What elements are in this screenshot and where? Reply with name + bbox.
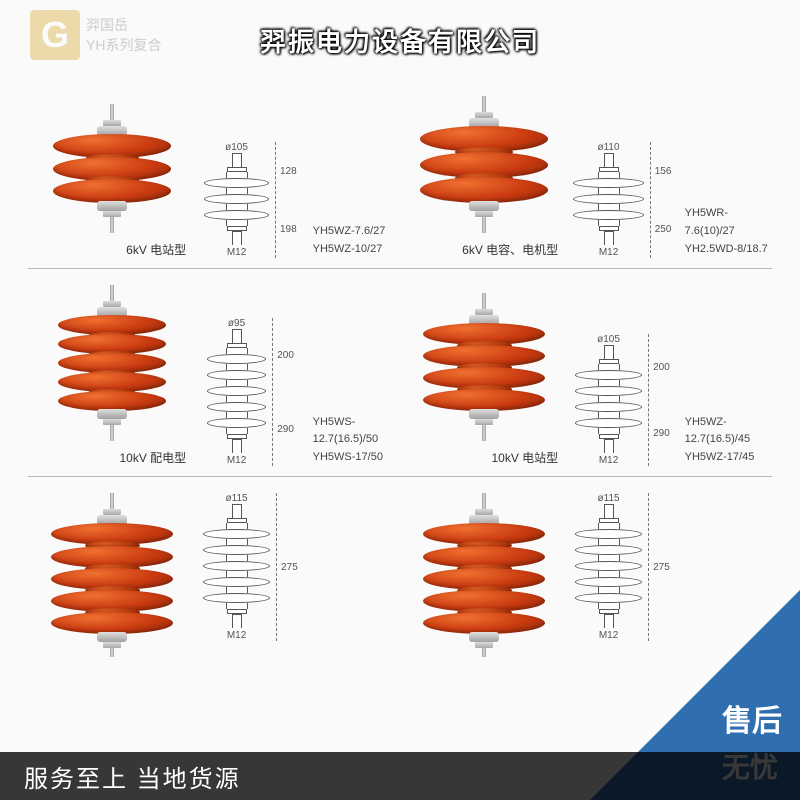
arrester-image: [58, 285, 166, 441]
dimension-diagram: ø115M12275: [203, 493, 298, 641]
arrester-image: [53, 104, 171, 233]
model-labels: YH5WZ-7.6/27YH5WZ-10/27: [309, 223, 396, 258]
product-cell: 6kV 电容、电机型ø110M12156250YH5WR-7.6(10)/27Y…: [400, 90, 772, 268]
arrester-image: [51, 493, 173, 657]
product-cell: 10kV 电站型ø105M12200290YH5WZ-12.7(16.5)/45…: [400, 279, 772, 476]
watermark-line2: YH系列复合: [86, 35, 161, 55]
model-labels: YH5WR-7.6(10)/27YH2.5WD-8/18.7: [681, 205, 768, 258]
type-label: 6kV 电容、电机型: [462, 241, 564, 258]
dimension-diagram: ø105M12200290: [575, 334, 670, 466]
logo-icon: G: [30, 10, 80, 60]
model-number: YH5WR-7.6(10)/27: [685, 205, 768, 240]
model-number: YH5WZ-12.7(16.5)/45: [685, 414, 768, 449]
arrester-image: [423, 293, 545, 442]
model-number: YH5WZ-17/45: [685, 449, 768, 467]
arrester-image: [423, 493, 545, 657]
bottom-bar: 服务至上 当地货源: [0, 752, 800, 800]
type-label: 6kV 电站型: [126, 241, 192, 258]
watermark: G 羿国岳 YH系列复合: [30, 10, 161, 60]
arrester-image: [420, 96, 548, 233]
watermark-text: 羿国岳 YH系列复合: [86, 15, 161, 55]
watermark-line1: 羿国岳: [86, 15, 161, 35]
type-label: 10kV 电站型: [491, 449, 564, 466]
dimension-diagram: ø105M12128198: [204, 142, 297, 258]
model-number: YH5WS-17/50: [313, 449, 396, 467]
company-title: 羿振电力设备有限公司: [260, 22, 540, 59]
product-cell: ø115M12275: [28, 487, 400, 657]
product-cell: 6kV 电站型 ø105M12128198 YH5WZ-7.6/27YH5WZ-10…: [28, 90, 400, 268]
model-labels: YH5WS-12.7(16.5)/50YH5WS-17/50: [309, 414, 396, 467]
product-row: 6kV 电站型 ø105M12128198 YH5WZ-7.6/27YH5WZ-10…: [28, 80, 772, 268]
model-number: YH5WZ-7.6/27: [313, 223, 396, 241]
dimension-diagram: ø110M12156250: [573, 142, 671, 258]
model-labels: YH5WZ-12.7(16.5)/45YH5WZ-17/45: [681, 414, 768, 467]
model-number: YH2.5WD-8/18.7: [685, 241, 768, 259]
type-label: 10kV 配电型: [119, 449, 192, 466]
product-cell: 10kV 配电型 ø95M12200290 YH5WS-12.7(16.5)/50Y…: [28, 279, 400, 476]
product-row: ø115M12275 ø115M12275: [28, 476, 772, 657]
bottom-text: 服务至上 当地货源: [24, 759, 241, 794]
model-number: YH5WS-12.7(16.5)/50: [313, 414, 396, 449]
dimension-diagram: ø95M12200290: [207, 318, 294, 466]
catalog-page: G 羿国岳 YH系列复合 羿振电力设备有限公司 6kV 电站型 ø105M1212…: [0, 0, 800, 800]
product-grid: 6kV 电站型 ø105M12128198 YH5WZ-7.6/27YH5WZ-10…: [28, 80, 772, 657]
model-number: YH5WZ-10/27: [313, 241, 396, 259]
dimension-diagram: ø115M12275: [575, 493, 670, 641]
product-cell: ø115M12275: [400, 487, 772, 657]
badge-line1: 售后: [722, 704, 782, 740]
product-row: 10kV 配电型ø95M12200290YH5WS-12.7(16.5)/50Y…: [28, 268, 772, 476]
